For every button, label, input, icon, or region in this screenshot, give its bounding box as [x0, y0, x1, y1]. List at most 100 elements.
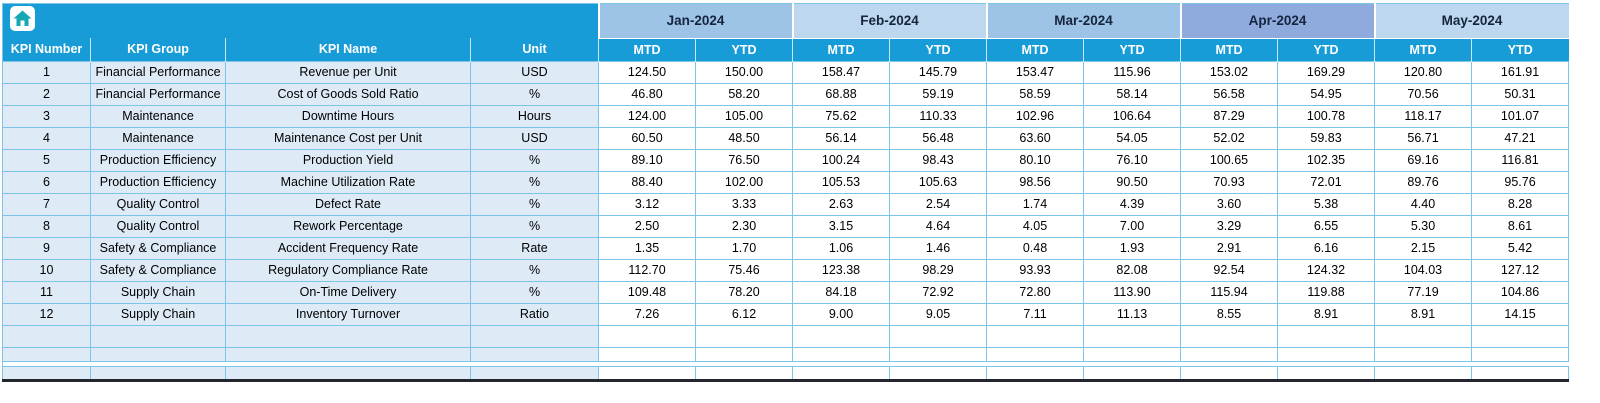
cell-value[interactable]: 102.96 [986, 104, 1085, 128]
header-unit[interactable]: Unit [470, 38, 599, 61]
cell-empty[interactable] [1180, 365, 1279, 381]
cell-unit[interactable]: USD [470, 126, 599, 150]
cell-value[interactable]: 2.54 [889, 192, 988, 216]
cell-value[interactable]: 115.96 [1083, 60, 1182, 84]
cell-value[interactable]: 3.12 [598, 192, 696, 216]
cell-value[interactable]: 48.50 [694, 126, 794, 150]
cell-kpi-number[interactable]: 10 [2, 258, 91, 282]
cell-value[interactable]: 2.50 [598, 214, 696, 238]
cell-value[interactable]: 150.00 [694, 60, 794, 84]
cell-value[interactable]: 78.20 [694, 280, 794, 304]
subheader-ytd[interactable]: YTD [1471, 38, 1569, 61]
cell-value[interactable]: 76.10 [1083, 148, 1182, 172]
cell-value[interactable]: 58.14 [1083, 82, 1182, 106]
cell-empty[interactable] [694, 346, 794, 362]
cell-value[interactable]: 7.00 [1083, 214, 1182, 238]
cell-value[interactable]: 58.59 [986, 82, 1085, 106]
cell-value[interactable]: 9.00 [792, 302, 891, 326]
cell-value[interactable]: 89.10 [598, 148, 696, 172]
cell-kpi-number[interactable]: 4 [2, 126, 91, 150]
cell-value[interactable]: 3.60 [1180, 192, 1279, 216]
cell-unit[interactable]: % [470, 280, 599, 304]
cell-value[interactable]: 92.54 [1180, 258, 1279, 282]
cell-kpi-group[interactable]: Maintenance [90, 126, 226, 150]
cell-empty[interactable] [2, 365, 91, 381]
cell-empty[interactable] [1083, 346, 1182, 362]
cell-value[interactable]: 60.50 [598, 126, 696, 150]
cell-value[interactable]: 5.38 [1277, 192, 1376, 216]
cell-value[interactable]: 56.71 [1374, 126, 1473, 150]
cell-value[interactable]: 98.43 [889, 148, 988, 172]
cell-value[interactable]: 56.58 [1180, 82, 1279, 106]
cell-value[interactable]: 63.60 [986, 126, 1085, 150]
cell-value[interactable]: 115.94 [1180, 280, 1279, 304]
cell-kpi-group[interactable]: Production Efficiency [90, 148, 226, 172]
cell-value[interactable]: 50.31 [1471, 82, 1570, 106]
cell-kpi-name[interactable]: Revenue per Unit [225, 60, 471, 84]
cell-unit[interactable]: USD [470, 60, 599, 84]
cell-value[interactable]: 4.39 [1083, 192, 1182, 216]
cell-kpi-name[interactable]: On-Time Delivery [225, 280, 471, 304]
header-kpi-group[interactable]: KPI Group [90, 38, 226, 61]
cell-value[interactable]: 153.02 [1180, 60, 1279, 84]
cell-value[interactable]: 1.46 [889, 236, 988, 260]
cell-empty[interactable] [986, 365, 1085, 381]
cell-value[interactable]: 100.65 [1180, 148, 1279, 172]
cell-value[interactable]: 80.10 [986, 148, 1085, 172]
cell-value[interactable]: 3.29 [1180, 214, 1279, 238]
cell-value[interactable]: 1.74 [986, 192, 1085, 216]
cell-kpi-name[interactable]: Rework Percentage [225, 214, 471, 238]
cell-empty[interactable] [225, 365, 471, 381]
cell-value[interactable]: 11.13 [1083, 302, 1182, 326]
cell-value[interactable]: 2.30 [694, 214, 794, 238]
cell-value[interactable]: 70.93 [1180, 170, 1279, 194]
subheader-ytd[interactable]: YTD [1277, 38, 1375, 61]
cell-kpi-name[interactable]: Production Yield [225, 148, 471, 172]
cell-empty[interactable] [986, 346, 1085, 362]
cell-kpi-group[interactable]: Production Efficiency [90, 170, 226, 194]
cell-empty[interactable] [2, 346, 91, 362]
cell-empty[interactable] [225, 346, 471, 362]
cell-empty[interactable] [986, 324, 1085, 348]
cell-value[interactable]: 98.29 [889, 258, 988, 282]
cell-empty[interactable] [889, 365, 988, 381]
cell-value[interactable]: 124.50 [598, 60, 696, 84]
cell-empty[interactable] [470, 324, 599, 348]
cell-value[interactable]: 1.35 [598, 236, 696, 260]
cell-unit[interactable]: % [470, 82, 599, 106]
cell-value[interactable]: 8.91 [1277, 302, 1376, 326]
cell-value[interactable]: 1.06 [792, 236, 891, 260]
cell-kpi-number[interactable]: 6 [2, 170, 91, 194]
cell-value[interactable]: 82.08 [1083, 258, 1182, 282]
cell-value[interactable]: 106.64 [1083, 104, 1182, 128]
cell-value[interactable]: 124.32 [1277, 258, 1376, 282]
cell-empty[interactable] [1471, 324, 1570, 348]
month-header[interactable]: Apr-2024 [1179, 3, 1375, 39]
cell-kpi-number[interactable]: 8 [2, 214, 91, 238]
cell-value[interactable]: 56.48 [889, 126, 988, 150]
cell-value[interactable]: 3.15 [792, 214, 891, 238]
cell-empty[interactable] [90, 346, 226, 362]
month-header[interactable]: May-2024 [1373, 3, 1569, 39]
cell-kpi-number[interactable]: 7 [2, 192, 91, 216]
cell-value[interactable]: 98.56 [986, 170, 1085, 194]
cell-empty[interactable] [1277, 324, 1376, 348]
cell-value[interactable]: 88.40 [598, 170, 696, 194]
cell-value[interactable]: 145.79 [889, 60, 988, 84]
cell-value[interactable]: 112.70 [598, 258, 696, 282]
cell-kpi-number[interactable]: 2 [2, 82, 91, 106]
cell-kpi-group[interactable]: Supply Chain [90, 280, 226, 304]
cell-value[interactable]: 0.48 [986, 236, 1085, 260]
header-kpi-number[interactable]: KPI Number [2, 38, 91, 61]
header-kpi-name[interactable]: KPI Name [225, 38, 471, 61]
cell-empty[interactable] [1277, 346, 1376, 362]
cell-value[interactable]: 90.50 [1083, 170, 1182, 194]
cell-empty[interactable] [225, 324, 471, 348]
cell-value[interactable]: 105.63 [889, 170, 988, 194]
cell-unit[interactable]: % [470, 214, 599, 238]
cell-value[interactable]: 7.26 [598, 302, 696, 326]
cell-value[interactable]: 58.20 [694, 82, 794, 106]
cell-value[interactable]: 119.88 [1277, 280, 1376, 304]
cell-value[interactable]: 4.40 [1374, 192, 1473, 216]
cell-unit[interactable]: % [470, 192, 599, 216]
